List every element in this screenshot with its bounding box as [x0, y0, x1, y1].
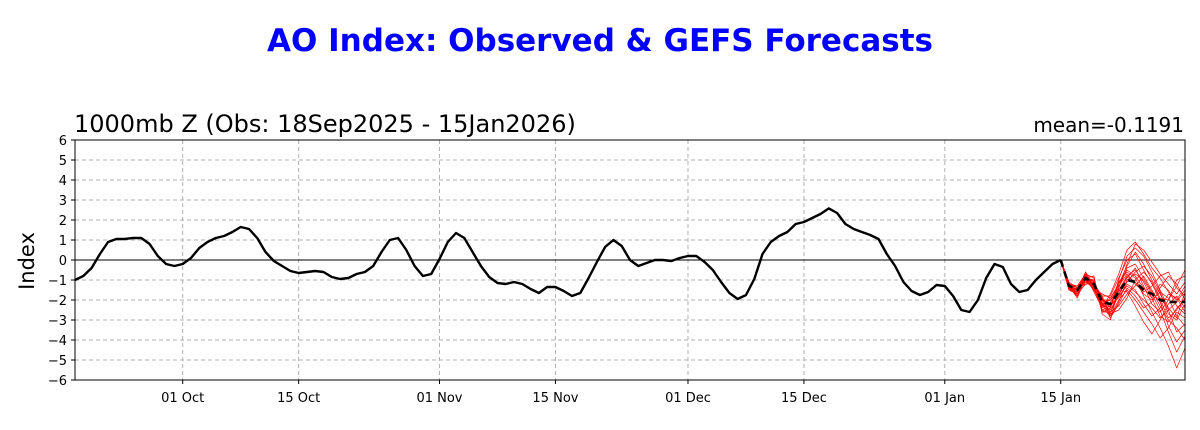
plot-frame [74, 139, 1186, 381]
axes: −6 −5 −4 −3 −2 −1 0 1 2 3 4 5 6 01 Oct 15 Oct 01 Nov 15 … [48, 134, 1081, 406]
y-tick-label: −6 [48, 374, 67, 389]
ensemble-member-line [1060, 241, 1185, 309]
y-tick-label: −2 [48, 294, 67, 309]
forecast-mean-line [1059, 259, 1185, 306]
observed-series-line [75, 207, 1062, 314]
y-tick-label: 4 [59, 174, 67, 189]
main-series [75, 207, 1185, 314]
y-tick-label: 2 [59, 214, 67, 229]
y-tick-label: 6 [59, 134, 67, 149]
ensemble-member-line [1060, 243, 1185, 301]
chart-title: AO Index: Observed & GEFS Forecasts [267, 23, 933, 59]
ensemble-member-line [1060, 253, 1185, 319]
x-tick-label: 01 Nov [416, 391, 462, 406]
y-tick-label: −1 [48, 274, 67, 289]
chart-subtitle: 1000mb Z (Obs: 18Sep2025 - 15Jan2026) [74, 110, 576, 138]
x-tick-label: 15 Jan [1040, 391, 1081, 406]
y-tick-label: 0 [59, 254, 67, 269]
y-axis-label: Index [15, 232, 39, 290]
x-tick-label: 15 Nov [532, 391, 578, 406]
y-tick-label: −3 [48, 314, 67, 329]
y-tick-label: −4 [48, 334, 67, 349]
x-tick-label: 15 Dec [781, 391, 827, 406]
x-tick-label: 01 Dec [665, 391, 711, 406]
y-tick-label: 3 [59, 194, 67, 209]
x-tick-label: 15 Oct [277, 391, 320, 406]
mean-label: mean=-0.1191 [1033, 113, 1184, 137]
y-tick-label: 5 [59, 154, 67, 169]
y-tick-label: −5 [48, 354, 67, 369]
x-tick-label: 01 Oct [161, 391, 204, 406]
ensemble-member-line [1060, 259, 1185, 343]
x-tick-label: 01 Jan [924, 391, 965, 406]
ensemble-member-line [1060, 259, 1185, 315]
y-tick-label: 1 [59, 234, 67, 249]
ensemble-members [1060, 241, 1185, 369]
